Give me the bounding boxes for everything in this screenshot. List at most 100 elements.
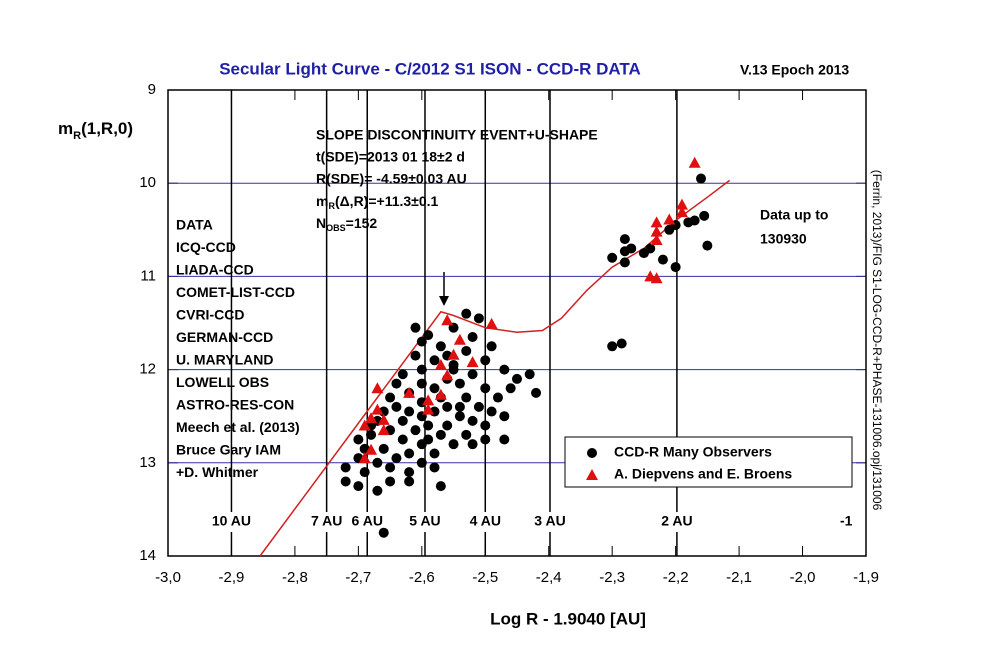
point [480,434,491,445]
legend-label: A. Diepvens and E. Broens [614,466,792,482]
point [480,355,491,366]
y-tick-label: 9 [148,81,156,98]
au-label-bg [343,512,392,532]
point [353,434,364,445]
point [702,240,713,251]
sde-sub: OBS [326,223,346,233]
arrow-head [439,296,449,306]
au-label-bg [207,512,256,532]
point [461,345,472,356]
point [429,355,440,366]
x-tick-label: -2,0 [790,569,816,586]
point [442,420,453,431]
version-label: V.13 Epoch 2013 [740,62,849,78]
point [512,373,522,384]
point [699,210,710,221]
au-label-bg [461,512,510,532]
point [422,403,435,415]
au-label: 10 AU [212,513,251,529]
x-tick-label: -2,9 [219,569,245,586]
y-label-rest: (1,R,0) [81,119,133,138]
point [650,225,663,237]
point [619,234,630,245]
point [359,467,370,478]
point [480,383,491,394]
sde-rest: (Δ,R)=+11.3±0.1 [335,193,439,209]
point [607,341,618,352]
point [607,252,618,263]
x-tick-label: -3,0 [155,569,181,586]
point [340,476,351,487]
point [358,452,371,464]
point [416,364,427,375]
point [397,434,408,445]
sde-line: R(SDE)= -4.59±0.03 AU [316,171,467,187]
point [434,388,447,400]
point [448,439,459,450]
au-label-bg [652,512,701,532]
point [442,401,453,412]
data-source: COMET-LIST-CCD [176,284,295,300]
corner-label: -1 [840,513,853,529]
data-source: DATA [176,217,213,233]
x-tick-label: -2,4 [536,569,562,586]
point [410,350,421,361]
point [403,386,416,398]
point [499,434,510,445]
point [353,481,364,492]
point [461,308,472,319]
point [650,216,663,228]
data-source: LOWELL OBS [176,374,269,390]
legend-box [564,436,853,488]
point [492,392,503,403]
point [410,322,421,333]
sde-line: SLOPE DISCONTINUITY EVENT+U-SHAPE [316,127,598,143]
plot-frame [167,89,867,557]
y-label-main: m [58,119,73,138]
point [422,394,435,406]
data-source: Bruce Gary IAM [176,442,281,458]
side-note: (Ferrin, 2013)/FIG S1-LOG-CCD-R+PHASE-13… [870,170,884,511]
point [638,248,649,259]
sde-rest: =152 [346,215,378,231]
y-tick-label: 12 [139,361,156,378]
point [473,313,484,324]
x-tick-label: -1,9 [853,569,879,586]
y-tick-label: 14 [139,547,156,564]
point [391,378,402,389]
point [429,383,440,394]
point [397,369,408,380]
point [371,403,384,415]
x-tick-label: -2,1 [726,569,752,586]
point [372,457,383,468]
point [404,448,415,459]
point [664,224,675,235]
point [454,411,465,422]
au-label-bg [302,512,351,532]
point [696,173,707,184]
legend-label: CCD-R Many Observers [614,444,772,460]
point [467,331,478,342]
point [688,156,701,168]
point [435,429,446,440]
y-axis-label: mR(1,R,0) [58,119,133,141]
point [619,257,630,268]
point [466,356,479,368]
sde-sub: R [328,201,335,211]
point [657,254,668,265]
point [448,364,459,375]
point [391,401,402,412]
point [486,406,497,417]
point [358,419,371,431]
y-tick-label: 11 [140,267,156,284]
point [429,462,440,473]
point [670,262,681,273]
point [378,527,389,538]
point [410,425,421,436]
au-label: 2 AU [661,513,692,529]
point [683,217,694,228]
point [365,443,378,455]
point [447,348,460,360]
point [416,457,427,468]
y-label-sub: R [73,130,81,142]
